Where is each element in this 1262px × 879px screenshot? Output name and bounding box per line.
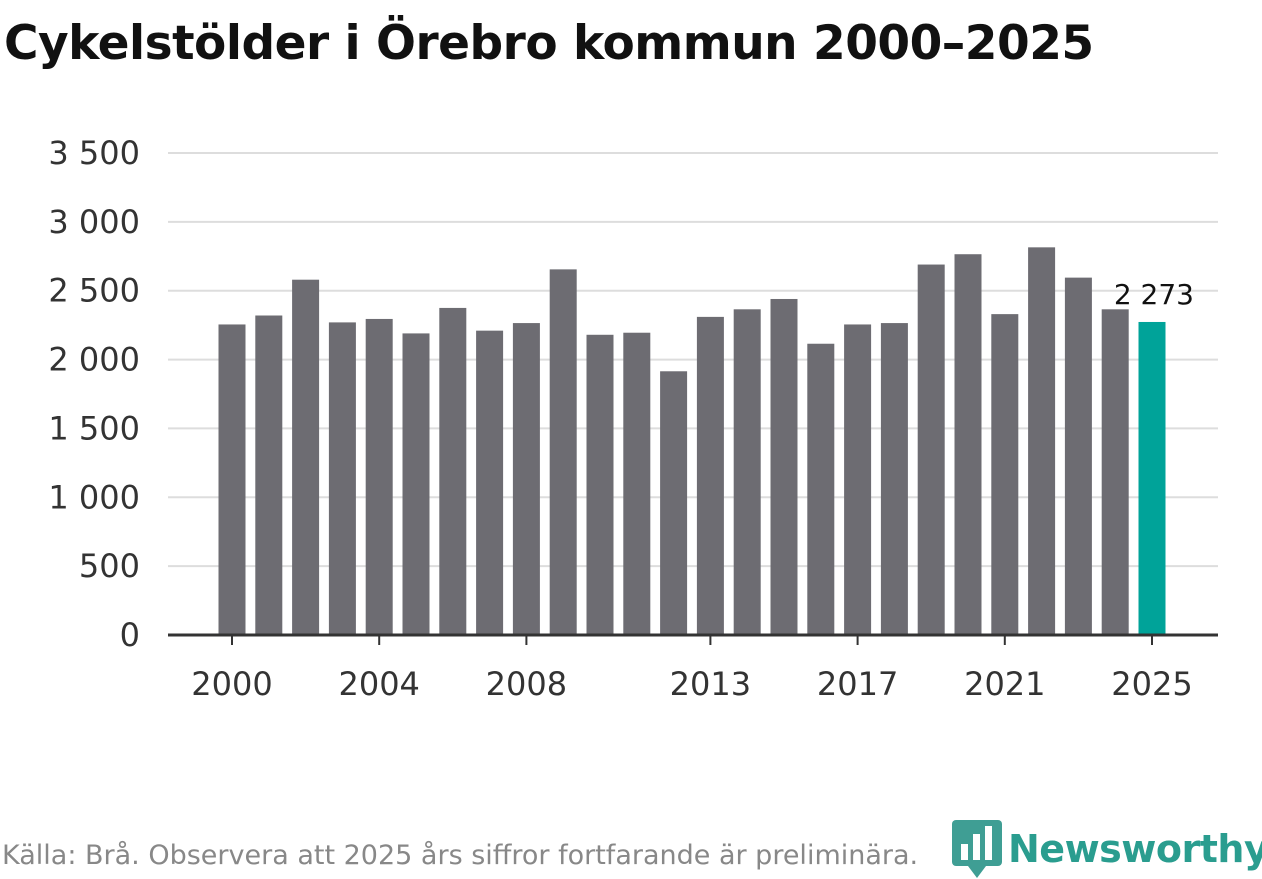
x-tick-label: 2021 xyxy=(964,665,1045,703)
x-axis xyxy=(168,633,1218,645)
bar xyxy=(586,334,614,635)
newsworthy-logo-icon xyxy=(952,820,1002,878)
bar xyxy=(880,323,908,635)
bar xyxy=(439,307,467,635)
bar xyxy=(476,330,504,635)
bar xyxy=(733,309,761,635)
bar xyxy=(292,279,320,635)
bar xyxy=(917,264,945,635)
bar xyxy=(549,269,577,635)
grid-lines xyxy=(168,152,1218,568)
bar xyxy=(1028,247,1056,635)
bar xyxy=(255,315,283,635)
bar xyxy=(807,343,835,635)
y-tick-label: 1 000 xyxy=(48,478,140,516)
bar xyxy=(1101,309,1129,635)
bar xyxy=(512,323,540,635)
bar xyxy=(954,254,982,635)
annotations: 2 273 xyxy=(1114,278,1194,311)
bar xyxy=(623,332,651,635)
x-tick-label: 2000 xyxy=(191,665,272,703)
y-tick-label: 2 000 xyxy=(48,341,140,379)
x-tick-label: 2004 xyxy=(338,665,419,703)
bar xyxy=(991,314,1019,635)
x-tick-label: 2017 xyxy=(817,665,898,703)
bars xyxy=(218,247,1166,635)
y-tick-label: 2 500 xyxy=(48,272,140,310)
bar xyxy=(365,318,393,635)
bar xyxy=(696,316,724,635)
brand-name: Newsworthy xyxy=(1008,827,1262,871)
source-note: Källa: Brå. Observera att 2025 års siffr… xyxy=(2,840,919,871)
bar xyxy=(770,298,798,635)
y-tick-label: 0 xyxy=(120,616,140,654)
y-tick-label: 3 500 xyxy=(48,134,140,172)
y-axis-labels: 0 500 1 000 1 500 2 000 2 500 3 000 3 500 xyxy=(48,134,140,654)
bar-highlight xyxy=(1138,321,1166,635)
x-tick-label: 2025 xyxy=(1111,665,1192,703)
x-tick-label: 2008 xyxy=(486,665,567,703)
bar xyxy=(844,324,872,635)
y-tick-label: 3 000 xyxy=(48,203,140,241)
bar xyxy=(1064,277,1092,635)
bar xyxy=(328,322,356,635)
x-axis-labels: 2000 2004 2008 2013 2017 2021 2025 xyxy=(191,665,1192,703)
bar xyxy=(660,371,688,635)
x-tick-label: 2013 xyxy=(670,665,751,703)
bar xyxy=(218,324,246,635)
data-label-2025: 2 273 xyxy=(1114,278,1194,311)
brand-logo: Newsworthy xyxy=(952,820,1262,878)
bar xyxy=(402,333,430,635)
y-tick-label: 500 xyxy=(79,547,140,585)
y-tick-label: 1 500 xyxy=(48,409,140,447)
chart-title: Cykelstölder i Örebro kommun 2000–2025 xyxy=(4,16,1094,71)
